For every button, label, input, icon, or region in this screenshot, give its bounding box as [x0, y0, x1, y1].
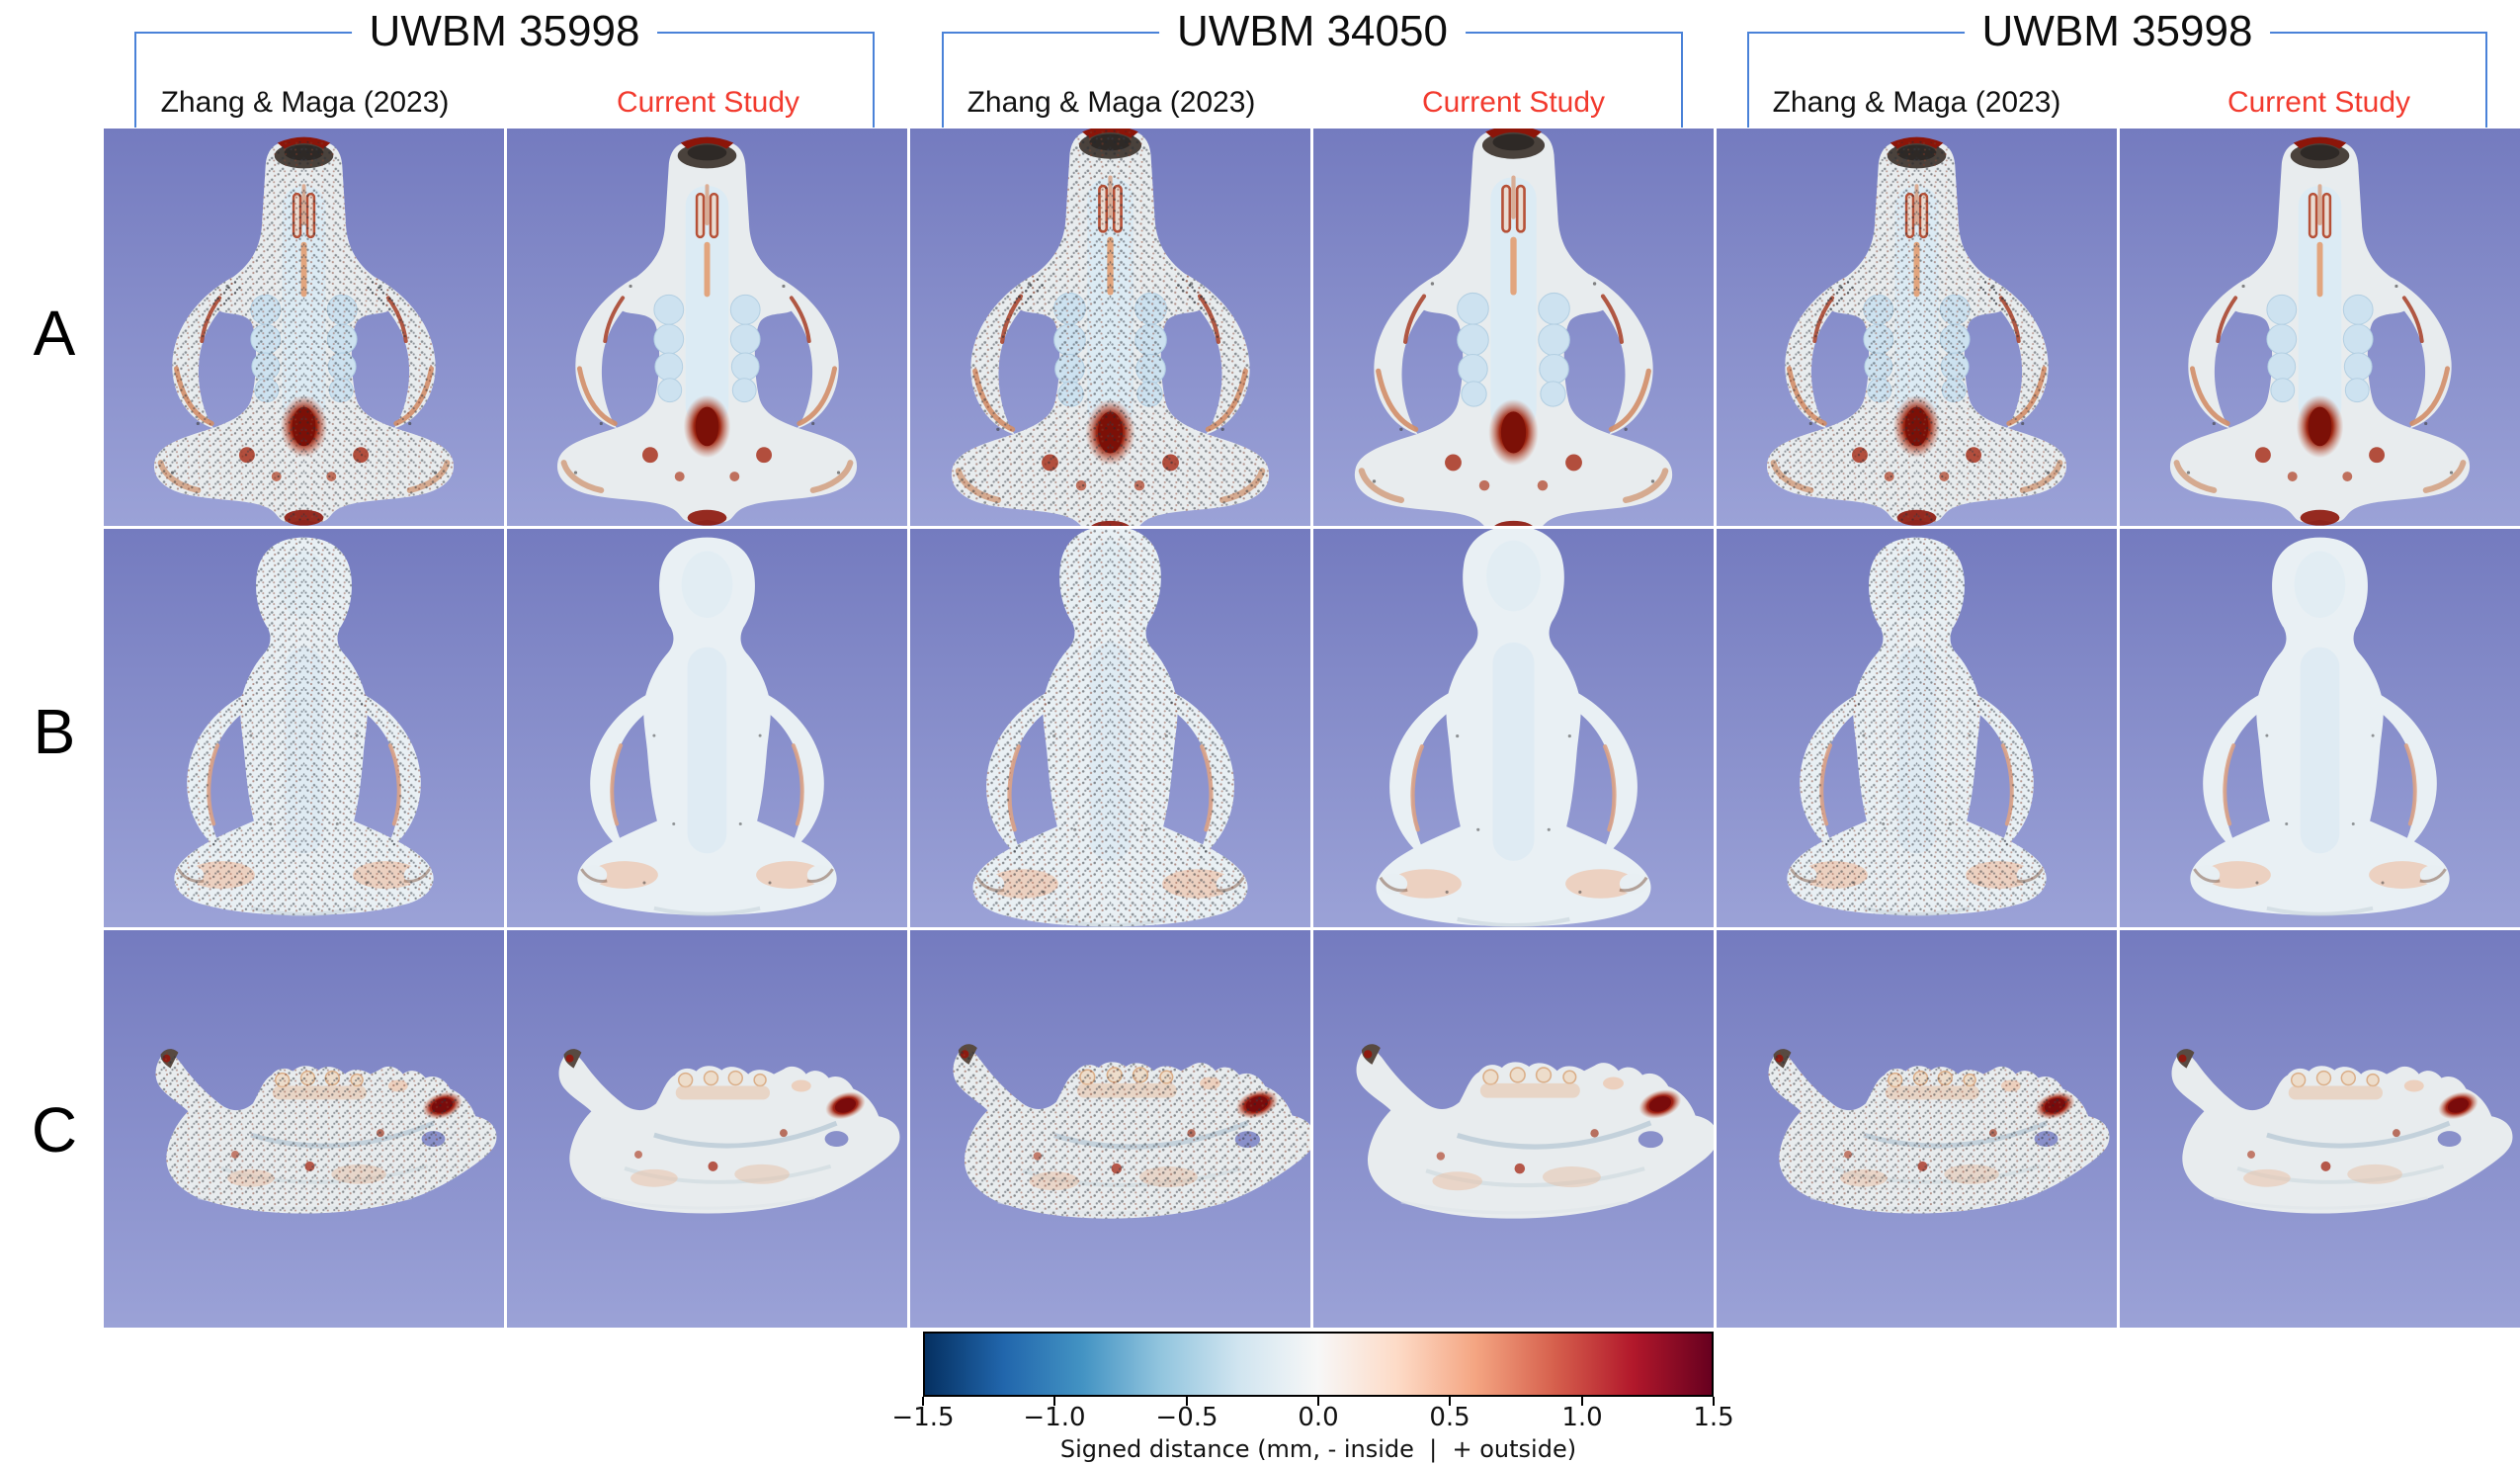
colorbar-tick — [1053, 1397, 1055, 1406]
panel-b2-dorsal-cs-35998 — [507, 529, 907, 927]
colorbar-tick-label: 1.0 — [1561, 1403, 1603, 1432]
specimen-label-1: UWBM 35998 — [351, 7, 658, 56]
panel-c2-mandible-cs-35998 — [507, 929, 907, 1328]
panel-a6-ventral-cs-35998 — [2120, 129, 2520, 527]
colorbar-tick-label: −1.0 — [1023, 1403, 1086, 1432]
panel-a3-ventral-zm-34050 — [910, 129, 1310, 527]
specimen-label-3: UWBM 35998 — [1964, 7, 2271, 56]
colorbar-tick — [1581, 1397, 1583, 1406]
panel-c3-mandible-zm-34050 — [910, 929, 1310, 1328]
row-label-a: A — [33, 298, 76, 369]
colorbar-tick-label: −1.5 — [891, 1403, 955, 1432]
specimen-bracket-3: UWBM 35998 — [1747, 7, 2487, 128]
row-label-b: B — [33, 696, 76, 767]
method-label-zm-1: Zhang & Maga (2023) — [160, 86, 450, 119]
colorbar-tick-label: −0.5 — [1155, 1403, 1218, 1432]
panel-c5-mandible-zm-35998 — [1717, 929, 2117, 1328]
panel-b4-dorsal-cs-34050 — [1313, 529, 1714, 927]
method-label-cs-1: Current Study — [616, 86, 800, 119]
panel-a2-ventral-cs-35998 — [507, 129, 907, 527]
panel-c6-mandible-cs-35998 — [2120, 929, 2520, 1328]
panel-c4-mandible-cs-34050 — [1313, 929, 1714, 1328]
specimen-label-2: UWBM 34050 — [1159, 7, 1466, 56]
method-label-cs-3: Current Study — [2226, 86, 2411, 119]
colorbar-tick — [1449, 1397, 1451, 1406]
colorbar-tick — [1186, 1397, 1188, 1406]
colorbar-tick-label: 1.5 — [1693, 1403, 1734, 1432]
panel-a1-ventral-zm-35998 — [104, 129, 504, 527]
panel-b1-dorsal-zm-35998 — [104, 529, 504, 927]
panel-grid — [104, 129, 2520, 1328]
colorbar-tick-label: 0.5 — [1429, 1403, 1470, 1432]
colorbar-axis-label: Signed distance (mm, - inside | + outsid… — [1059, 1435, 1577, 1463]
panel-b6-dorsal-cs-35998 — [2120, 529, 2520, 927]
colorbar-tick-label: 0.0 — [1298, 1403, 1339, 1432]
method-label-cs-2: Current Study — [1421, 86, 1606, 119]
panel-a5-ventral-zm-35998 — [1717, 129, 2117, 527]
signed-distance-colorbar — [923, 1332, 1714, 1397]
method-label-zm-2: Zhang & Maga (2023) — [966, 86, 1256, 119]
specimen-bracket-2: UWBM 34050 — [942, 7, 1683, 128]
specimen-bracket-1: UWBM 35998 — [134, 7, 875, 128]
row-label-c: C — [31, 1094, 78, 1165]
colorbar-tick — [1713, 1397, 1715, 1406]
colorbar-tick — [1317, 1397, 1319, 1406]
colorbar-tick — [922, 1397, 924, 1406]
panel-a4-ventral-cs-34050 — [1313, 129, 1714, 527]
method-label-zm-3: Zhang & Maga (2023) — [1772, 86, 2061, 119]
panel-b5-dorsal-zm-35998 — [1717, 529, 2117, 927]
panel-b3-dorsal-zm-34050 — [910, 529, 1310, 927]
panel-c1-mandible-zm-35998 — [104, 929, 504, 1328]
